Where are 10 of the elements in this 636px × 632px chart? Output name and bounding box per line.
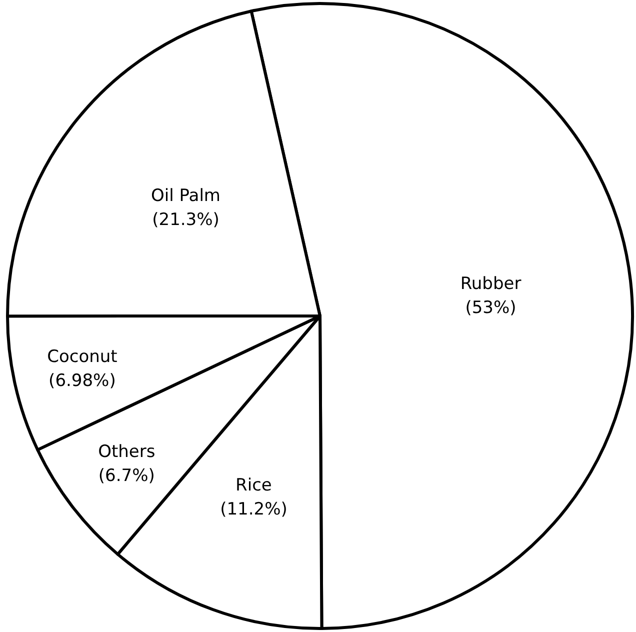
slice-label: Oil Palm [151,186,220,206]
slice-label: Others [98,442,156,462]
data-label: (21.3%) [152,210,220,230]
data-label: (6.98%) [48,370,116,391]
data-label: (11.2%) [220,499,288,520]
data-label: (6.7%) [98,466,155,486]
slice-label: Rubber [460,274,522,294]
slice-label: Coconut [47,346,118,367]
slice-label: Rice [236,475,272,496]
data-label: (53%) [465,298,516,318]
